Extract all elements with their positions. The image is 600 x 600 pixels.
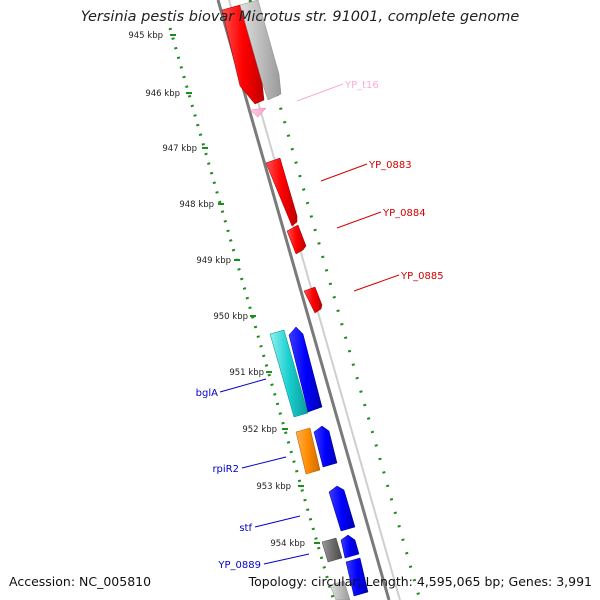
- gene-label[interactable]: bglA: [196, 388, 218, 399]
- gene-label[interactable]: YP_0885: [400, 271, 444, 282]
- outer-track: [248, 0, 422, 600]
- gene-arrow[interactable]: [239, 0, 282, 101]
- label-leader: [241, 456, 287, 469]
- accession-text: Accession: NC_005810: [9, 574, 152, 589]
- ruler-tick-label: 948 kbp: [179, 200, 214, 210]
- label-leader: [353, 274, 400, 292]
- label-leader: [336, 211, 382, 229]
- gene-label[interactable]: YP_t16: [344, 80, 379, 91]
- gene-arrow[interactable]: [345, 557, 369, 597]
- topology-text: Topology: circular; Length: 4,595,065 bp…: [248, 574, 592, 589]
- gene-arrow[interactable]: [328, 485, 356, 532]
- gene-arrow[interactable]: [329, 580, 351, 600]
- gene-label[interactable]: rpiR2: [212, 464, 239, 475]
- gene-arrow[interactable]: [265, 157, 298, 227]
- label-leader: [320, 163, 368, 182]
- gene-label[interactable]: YP_0883: [368, 160, 412, 171]
- gene-arrow[interactable]: [286, 224, 307, 255]
- ruler-tick-label: 945 kbp: [128, 31, 163, 41]
- ruler-tick-label: 946 kbp: [145, 89, 180, 99]
- gene-arrow[interactable]: [288, 326, 323, 413]
- gene-arrow[interactable]: [313, 425, 338, 468]
- gene-arrow[interactable]: [269, 329, 309, 418]
- ruler-tick-label: 954 kbp: [270, 539, 305, 549]
- label-leader: [254, 515, 301, 528]
- ruler-tick-label: 947 kbp: [162, 144, 197, 154]
- gene-arrow[interactable]: [340, 534, 360, 559]
- backbone-line: [216, 0, 391, 600]
- label-leader: [263, 553, 310, 565]
- label-leader: [296, 83, 344, 102]
- ruler-tick-label: 953 kbp: [256, 482, 291, 492]
- ruler-tick-label: 949 kbp: [196, 256, 231, 266]
- ruler-ticks: 945 kbp 946 kbp 947 kbp 948 kbp 949 kbp …: [128, 31, 320, 549]
- ruler-tick-label: 951 kbp: [229, 368, 264, 378]
- gene-label[interactable]: YP_0889: [217, 560, 261, 571]
- gene-arrow[interactable]: [321, 537, 343, 563]
- gene-label[interactable]: stf: [239, 523, 252, 534]
- trna-arrow[interactable]: [249, 107, 267, 118]
- gene-arrow[interactable]: [303, 286, 323, 314]
- gene-label[interactable]: YP_0884: [382, 208, 426, 219]
- label-leader: [219, 378, 267, 393]
- ruler-tick-label: 950 kbp: [213, 312, 248, 322]
- genome-title: Yersinia pestis biovar Microtus str. 910…: [80, 9, 520, 25]
- gene-arrow[interactable]: [295, 427, 321, 475]
- ruler-tick-label: 952 kbp: [242, 425, 277, 435]
